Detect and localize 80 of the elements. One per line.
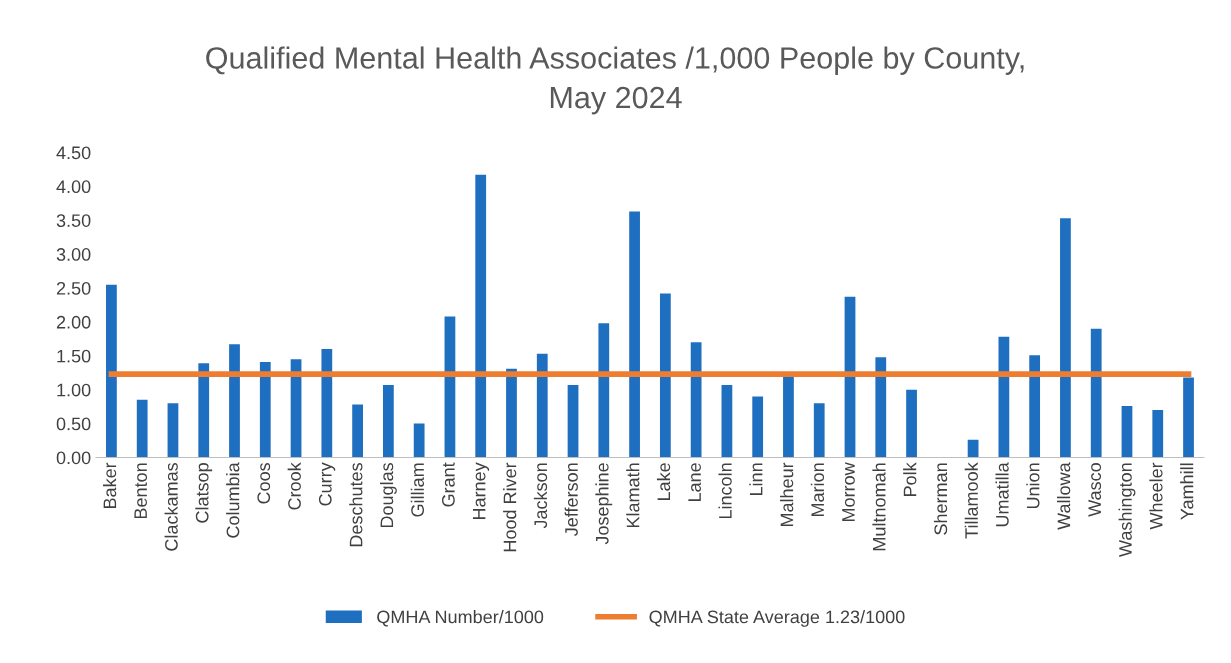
legend-label: QMHA Number/1000 [377, 610, 544, 627]
x-tick-label: Sherman [933, 463, 948, 535]
x-tick-label: Tillamook [964, 462, 978, 539]
y-tick-label: 2.00 [56, 315, 91, 329]
bar [690, 342, 702, 458]
bar [506, 368, 517, 458]
x-tick-label: Wheeler [1149, 462, 1163, 530]
x-tick-label: Washington [1118, 463, 1136, 557]
x-tick-label: Gilliam [410, 463, 424, 517]
x-tick-label: Wallowa [1057, 462, 1071, 530]
bar [1029, 355, 1041, 458]
bar [783, 376, 794, 458]
bar [906, 389, 917, 458]
bar [598, 323, 610, 458]
y-tick-label: 0.50 [56, 417, 91, 431]
x-tick-label: Polk [903, 462, 917, 496]
x-tick-label: Deschutes [349, 462, 363, 547]
x-tick-label: Curry [318, 462, 336, 506]
bar [752, 396, 764, 458]
bar [875, 357, 887, 458]
x-tick-label: Hood River [503, 462, 517, 552]
x-tick-label: Coos [257, 462, 271, 504]
x-tick-label: Lake [656, 463, 671, 500]
x-tick-label: Clatsop [195, 463, 213, 523]
bar [382, 384, 394, 458]
bar [536, 353, 548, 458]
x-tick-label: Benton [134, 463, 148, 519]
x-tick-label: Douglas [379, 462, 397, 528]
x-tick-label: Union [1026, 463, 1040, 509]
bar [1090, 328, 1102, 458]
y-tick-label: 3.00 [56, 248, 91, 261]
x-tick-label: Harney [472, 462, 490, 520]
y-tick-label: 3.50 [56, 214, 91, 227]
bar [259, 361, 271, 458]
x-tick-label: Marion [810, 463, 825, 517]
bar [136, 399, 148, 458]
bar [413, 423, 425, 458]
y-tick-label: 1.50 [57, 349, 91, 363]
x-tick-label: Columbia [226, 462, 240, 538]
x-tick-label: Linn [749, 463, 763, 495]
bar [321, 349, 333, 458]
bar [1152, 410, 1164, 458]
y-tick-label: 2.50 [56, 281, 91, 295]
bar [352, 404, 363, 458]
bar [721, 384, 733, 458]
x-tick-label: Baker [102, 462, 117, 509]
bar [998, 336, 1010, 458]
bar [813, 403, 825, 458]
x-tick-label: Lane [688, 463, 701, 502]
x-tick-label: Lincoln [718, 463, 732, 519]
bar [629, 211, 640, 458]
x-tick-label: Josephine [595, 463, 613, 545]
bar [567, 384, 579, 458]
x-tick-label: Jefferson [564, 463, 578, 536]
x-tick-label: Grant [441, 462, 455, 507]
x-tick-label: Crook [287, 462, 301, 510]
bar [1060, 218, 1071, 458]
x-tick-label: Morrow [842, 462, 855, 522]
x-tick-label: Yamhill [1180, 463, 1194, 520]
x-tick-label: Wasco [1088, 463, 1102, 517]
bar [167, 403, 179, 458]
bar [229, 344, 240, 458]
y-tick-label: 4.50 [56, 146, 91, 160]
x-tick-label: Jackson [533, 463, 548, 529]
x-tick-label: Clackamas [164, 462, 178, 551]
y-tick-label: 0.00 [56, 451, 91, 465]
legend-label: QMHA State Average 1.23/1000 [649, 610, 905, 627]
y-tick-label: 1.00 [57, 383, 91, 397]
bar [106, 284, 117, 458]
bar [659, 293, 671, 458]
x-tick-label: Klamath [626, 463, 640, 528]
bar [1183, 377, 1194, 458]
bar [1121, 405, 1133, 458]
x-tick-label: Malheur [780, 462, 794, 527]
chart-title: Qualified Mental Health Associates /1,000 People by County, May 2024 [206, 46, 1024, 115]
bar [475, 174, 487, 458]
y-tick-label: 4.00 [56, 180, 91, 194]
x-tick-label: Umatilla [995, 462, 1009, 527]
bar [198, 363, 210, 458]
x-tick-label: Multnomah [872, 463, 886, 551]
